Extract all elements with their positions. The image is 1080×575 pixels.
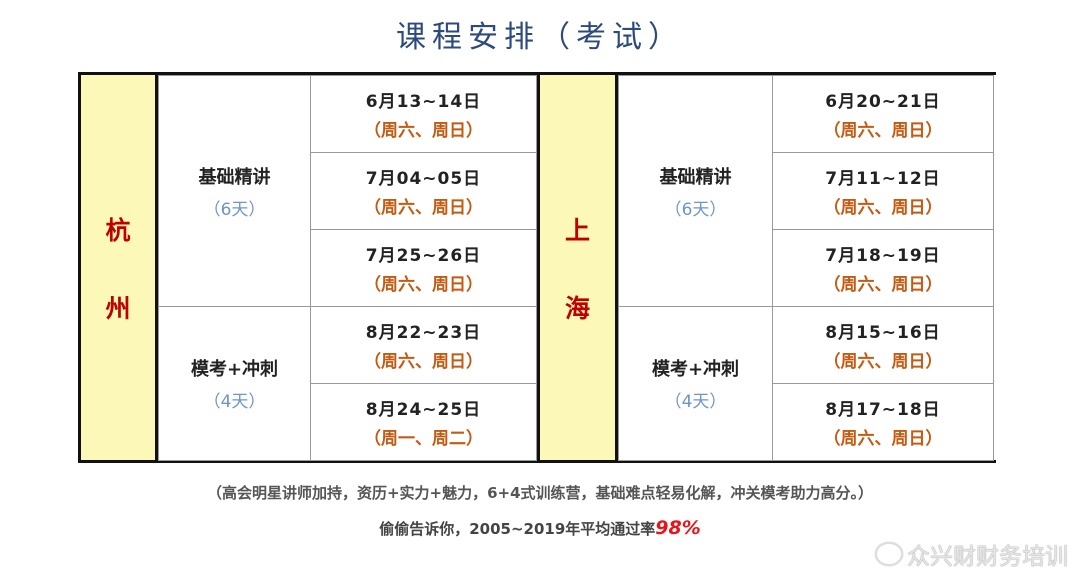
weibo-logo-icon: [875, 542, 903, 566]
date-cell: 8月22~23日 （周六、周日）: [311, 307, 537, 384]
city-char: 海: [564, 293, 590, 323]
date-cell: 8月17~18日 （周六、周日）: [773, 384, 994, 461]
pass-rate-line: 偷偷告诉你，2005~2019年平均通过率98%: [0, 517, 1080, 539]
course-days: （6天）: [203, 199, 266, 220]
watermark: 众兴财财务培训: [875, 537, 1068, 571]
course-note: （高会明星讲师加持，资历+实力+魅力，6+4式训练营，基础难点轻易化解，冲关模考…: [206, 484, 874, 502]
page-title: 课程安排（考试）: [396, 20, 684, 55]
weekdays: （周六、周日）: [364, 121, 483, 141]
date-cell: 6月13~14日 （周六、周日）: [311, 76, 537, 153]
date-cell: 7月11~12日 （周六、周日）: [773, 153, 994, 230]
pass-rate-text: 偷偷告诉你，2005~2019年平均通过率: [379, 520, 656, 538]
table-divider-left: [155, 72, 158, 463]
watermark-text: 众兴财财务培训: [907, 544, 1068, 570]
date-range: 7月04~05日: [365, 169, 482, 189]
course-days: （6天）: [664, 199, 727, 220]
date-cell: 7月04~05日 （周六、周日）: [311, 153, 537, 230]
date-cell: 7月18~19日 （周六、周日）: [773, 230, 994, 307]
date-range: 8月17~18日: [825, 400, 941, 420]
weekdays: （周六、周日）: [823, 121, 943, 141]
date-cell: 7月25~26日 （周六、周日）: [311, 230, 537, 307]
date-cell: 6月20~21日 （周六、周日）: [773, 76, 994, 153]
date-range: 7月11~12日: [825, 169, 941, 189]
city-label-shanghai: 上 海: [540, 75, 615, 460]
weekdays: （周六、周日）: [823, 275, 943, 295]
date-range: 6月13~14日: [365, 92, 482, 112]
weekdays: （周一、周二）: [364, 429, 483, 449]
schedule-panel-shanghai: 基础精讲 （6天） 模考+冲刺 （4天） 6月20~21日 （周六、周日） 7月…: [618, 75, 994, 461]
course-name: 基础精讲: [198, 166, 271, 188]
course-cell-basic: 基础精讲 （6天）: [158, 76, 311, 307]
date-cell: 8月24~25日 （周一、周二）: [311, 384, 537, 461]
table-divider-right: [615, 72, 618, 463]
weekdays: （周六、周日）: [364, 352, 483, 372]
city-char: 杭: [105, 215, 131, 245]
date-range: 8月22~23日: [365, 323, 482, 343]
date-range: 8月15~16日: [825, 323, 941, 343]
course-cell-basic: 基础精讲 （6天）: [618, 76, 773, 307]
date-range: 6月20~21日: [825, 92, 941, 112]
course-days: （4天）: [664, 392, 727, 412]
course-cell-mock: 模考+冲刺 （4天）: [618, 307, 773, 461]
course-days: （4天）: [203, 392, 266, 412]
weekdays: （周六、周日）: [823, 198, 943, 218]
city-char: 州: [105, 293, 131, 323]
city-char: 上: [564, 215, 590, 245]
course-name: 模考+冲刺: [190, 359, 279, 380]
date-range: 7月25~26日: [365, 246, 482, 266]
pass-rate-value: 98%: [655, 517, 701, 539]
table-divider-middle: [537, 72, 540, 463]
course-cell-mock: 模考+冲刺 （4天）: [158, 307, 311, 461]
course-name: 基础精讲: [659, 166, 732, 188]
weekdays: （周六、周日）: [823, 429, 943, 449]
date-range: 8月24~25日: [365, 400, 482, 420]
weekdays: （周六、周日）: [364, 275, 483, 295]
course-name: 模考+冲刺: [651, 359, 740, 380]
date-cell: 8月15~16日 （周六、周日）: [773, 307, 994, 384]
date-range: 7月18~19日: [825, 246, 941, 266]
schedule-panel-hangzhou: 基础精讲 （6天） 模考+冲刺 （4天） 6月13~14日 （周六、周日） 7月…: [158, 75, 537, 461]
weekdays: （周六、周日）: [823, 352, 943, 372]
weekdays: （周六、周日）: [364, 198, 483, 218]
city-label-hangzhou: 杭 州: [81, 75, 155, 460]
